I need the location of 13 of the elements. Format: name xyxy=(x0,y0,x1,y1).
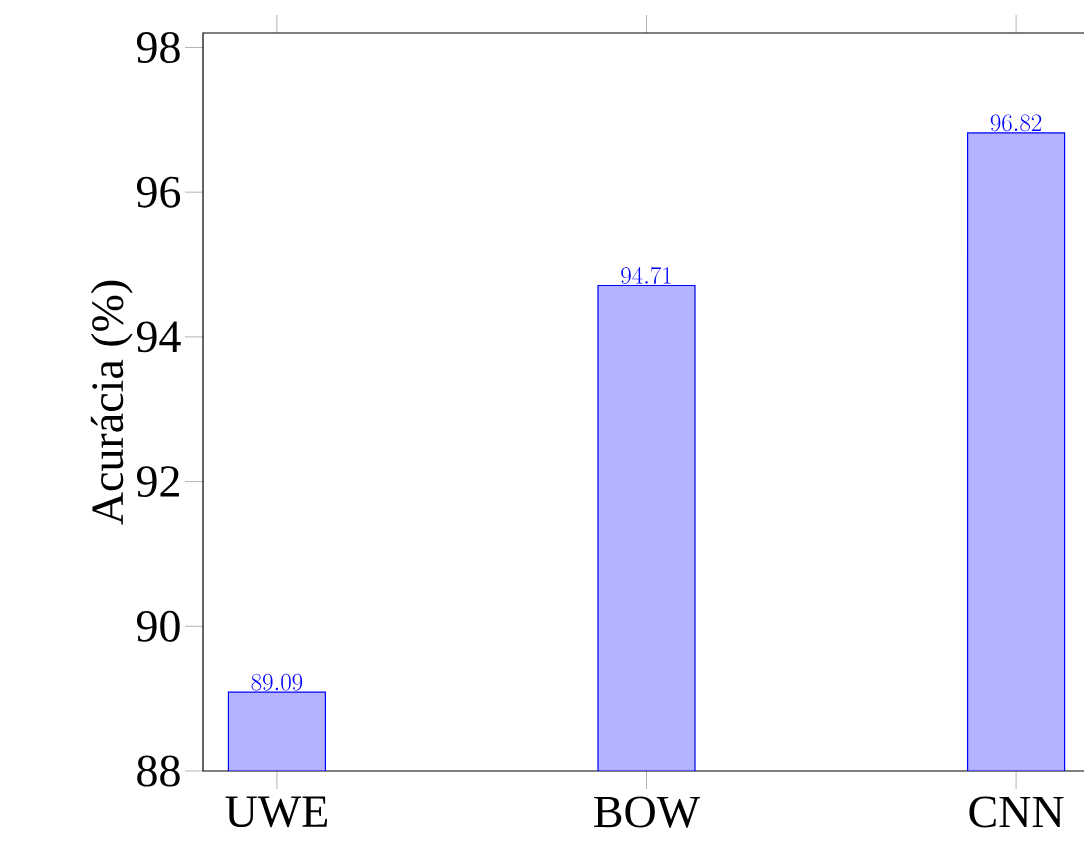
y-tick-label: 94 xyxy=(136,321,181,353)
y-axis-title: Acurácia (%) xyxy=(90,280,133,525)
data-label: 89.09 xyxy=(251,673,303,691)
y-tick-label: 96 xyxy=(136,176,181,208)
y-tick-label: 90 xyxy=(136,610,180,642)
x-tick-label: UWE xyxy=(225,796,327,828)
y-tick-label: 92 xyxy=(136,466,179,498)
data-label: 96.82 xyxy=(990,114,1042,132)
data-label: 94.71 xyxy=(621,266,671,284)
x-tick-label: BOW xyxy=(594,796,701,828)
y-tick-label: 98 xyxy=(136,31,180,63)
y-tick-label: 88 xyxy=(137,755,180,787)
x-tick-label: CNN xyxy=(969,796,1064,828)
